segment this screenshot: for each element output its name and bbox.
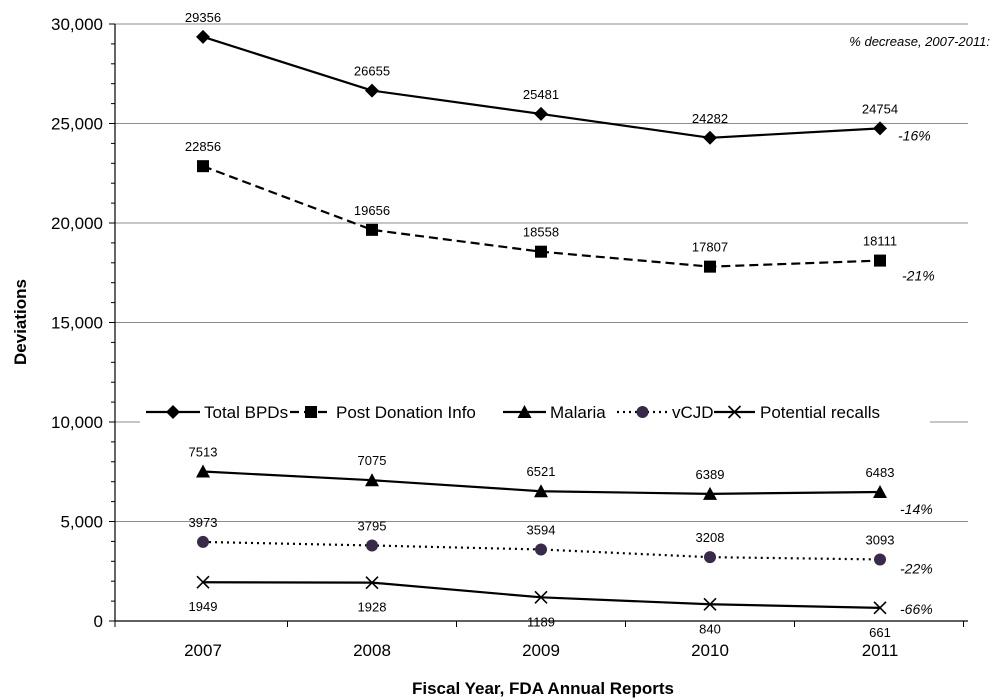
y-tick-label: 25,000 [51,115,103,134]
x-tick-label: 2009 [522,641,560,660]
data-label-post-donation-info: 18558 [523,225,559,240]
data-label-potential-recalls: 1928 [358,600,387,615]
data-label-malaria: 7513 [189,444,218,459]
percent-decrease-post-donation-info: -21% [902,268,935,284]
legend-marker-post-donation-info [305,406,317,418]
data-point-post-donation-info [366,223,378,236]
data-point-potential-recalls [534,590,548,604]
data-label-vcjd: 3208 [696,530,725,545]
data-point-potential-recalls-stroke [873,601,887,615]
data-point-total-bpds [365,83,379,98]
x-tick-label: 2008 [353,641,391,660]
data-point-potential-recalls [196,575,210,589]
data-point-total-bpds [873,121,887,136]
data-point-malaria [703,486,717,500]
data-point-vcjd [366,539,378,552]
data-point-vcjd [535,543,547,556]
percent-decrease-note: % decrease, 2007-2011: [849,34,990,49]
data-point-potential-recalls-stroke [196,575,210,589]
data-label-total-bpds: 26655 [354,64,390,79]
data-label-vcjd: 3093 [866,532,895,547]
data-label-post-donation-info: 18111 [863,234,897,249]
data-label-vcjd: 3795 [358,518,387,533]
legend-marker-vcjd [636,406,649,418]
y-tick-label: 0 [94,612,103,631]
data-point-vcjd [704,551,716,564]
legend-marker-total-bpds [166,405,180,419]
percent-decrease-vcjd: -22% [900,560,933,576]
data-label-vcjd: 3973 [189,515,218,530]
legend-label-malaria: Malaria [550,403,606,422]
legend-marker-potential-recalls-stroke [727,405,742,419]
y-tick-label: 10,000 [51,413,103,432]
data-label-total-bpds: 25481 [523,87,559,102]
y-tick-label: 15,000 [51,314,103,333]
percent-decrease-malaria: -14% [900,501,933,517]
data-point-malaria [365,473,379,487]
data-point-potential-recalls-stroke [703,597,717,611]
data-point-malaria [196,464,210,478]
data-label-vcjd: 3594 [527,522,556,537]
data-point-potential-recalls [365,576,379,590]
x-tick-label: 2007 [184,641,222,660]
data-point-vcjd [197,535,209,548]
data-label-potential-recalls: 661 [869,625,891,640]
data-label-malaria: 6483 [866,465,895,480]
data-label-post-donation-info: 19656 [354,203,390,218]
y-tick-label: 20,000 [51,214,103,233]
legend-label-vcjd: vCJD [672,403,714,422]
data-point-potential-recalls [703,597,717,611]
data-label-total-bpds: 24754 [862,101,898,116]
data-label-post-donation-info: 17807 [692,240,728,255]
data-label-malaria: 6521 [527,464,556,479]
data-point-total-bpds [703,130,717,145]
data-point-malaria [534,484,548,498]
y-tick-label: 30,000 [51,15,103,34]
y-axis-title: Deviations [11,279,30,365]
data-label-potential-recalls: 840 [699,621,721,636]
data-label-total-bpds: 29356 [185,10,221,25]
data-point-post-donation-info [535,245,547,258]
data-point-total-bpds [534,106,548,121]
percent-decrease-total-bpds: -16% [898,127,931,143]
data-point-post-donation-info [704,260,716,273]
y-tick-label: 5,000 [60,513,103,532]
data-point-vcjd [874,553,886,566]
data-label-potential-recalls: 1189 [527,614,555,629]
series-line-potential-recalls [202,581,881,609]
legend-marker-malaria [517,405,532,418]
data-label-malaria: 6389 [696,467,725,482]
data-label-malaria: 7075 [358,453,387,468]
data-label-total-bpds: 24282 [692,111,728,126]
data-point-post-donation-info [874,254,886,267]
data-point-potential-recalls-stroke [534,590,548,604]
x-axis-title: Fiscal Year, FDA Annual Reports [412,679,674,698]
x-tick-label: 2011 [862,641,899,660]
data-point-potential-recalls [873,601,887,615]
data-label-potential-recalls: 1949 [189,599,218,614]
legend-label-post-donation-info: Post Donation Info [336,403,476,422]
legend-marker-potential-recalls [727,405,742,419]
data-point-malaria [873,484,887,498]
data-point-total-bpds [196,29,210,44]
data-point-post-donation-info [197,160,209,173]
x-tick-label: 2010 [691,641,729,660]
data-point-potential-recalls-stroke [365,576,379,590]
legend-label-total-bpds: Total BPDs [204,403,288,422]
data-label-post-donation-info: 22856 [185,139,221,154]
percent-decrease-potential-recalls: -66% [900,601,933,617]
legend-label-potential-recalls: Potential recalls [760,403,880,422]
